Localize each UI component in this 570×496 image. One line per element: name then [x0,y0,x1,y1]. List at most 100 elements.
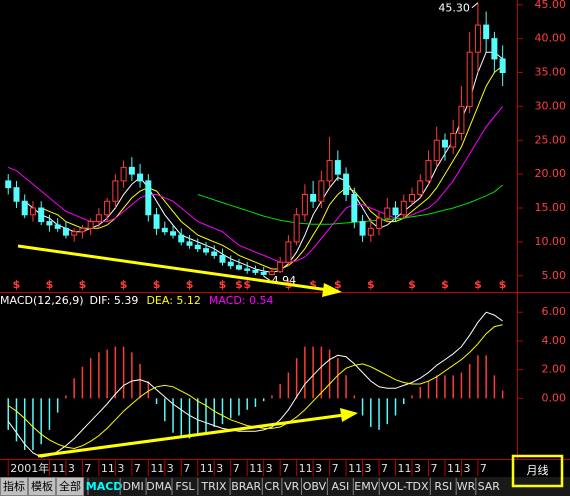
x-tick-label: 7 [430,462,437,475]
signal-marker: $ [499,278,507,291]
x-tick-label: 7 [480,462,487,475]
x-tick-label: 7 [282,462,289,475]
candle-body [112,180,119,202]
period-label[interactable]: 月线 [527,463,549,477]
frame [0,0,570,460]
tab[interactable]: OBV [303,480,327,493]
candle-body [310,193,317,202]
candle-body [186,241,193,246]
candle-body [474,24,481,53]
tab[interactable]: TRIX [200,480,227,493]
candle-body [95,214,102,223]
candle-body [137,173,144,182]
signal-marker: $ [186,278,194,291]
x-tick-label: 11 [101,462,115,475]
candle-body [376,217,383,229]
x-tick-label: 7 [332,462,339,475]
candle-body [87,221,94,229]
arrow-head [322,283,342,297]
x-tick-label: 11 [348,462,362,475]
toolbar-button[interactable]: 模板 [31,479,53,493]
tab[interactable]: DMI [123,480,144,493]
y-tick-label: 40.00 [535,32,567,45]
x-tick-label: 3 [315,462,322,475]
x-tick-label: 11 [249,462,263,475]
tab[interactable]: VOL-TDX [381,480,429,493]
candle-body [71,231,78,236]
annotation-leader [471,2,479,9]
indicator-line [7,311,503,458]
y-tick-label: 5.00 [542,269,567,282]
y-tick-label: 10.00 [535,235,567,248]
signal-marker: $ [235,278,243,291]
tab[interactable]: FSL [175,480,195,493]
candle-body [293,214,300,243]
candle-body [5,180,12,189]
tab[interactable]: ASI [331,480,349,493]
tab[interactable]: DMA [146,480,172,493]
tab[interactable]: CR [264,480,280,493]
candle-body [170,231,177,236]
candle-body [54,224,61,229]
candle-body [441,139,448,148]
y-tick-label: 0.00 [542,391,567,404]
candle-body [211,251,218,256]
arrow-head [340,408,358,422]
signal-marker: $ [334,278,342,291]
x-tick-label: 7 [381,462,388,475]
signal-marker: $ [46,278,54,291]
x-tick-label: 3 [216,462,223,475]
legend-label: MACD: 0.54 [209,294,274,307]
tab[interactable]: BRAR [231,480,261,493]
tab[interactable]: MACD [86,480,123,493]
x-tick-label: 3 [414,462,421,475]
tab[interactable]: RSI [434,480,452,493]
candle-body [433,139,440,162]
candle-body [466,51,473,107]
toolbar-button[interactable]: 指标 [3,479,25,493]
candle-body [128,166,135,175]
candle-body [153,214,160,229]
candle-body [384,207,391,219]
candle-body [219,254,226,263]
candle-body [343,173,350,195]
tab[interactable]: SAR [478,480,501,493]
candle-body [235,265,242,270]
tab[interactable]: EMV [354,480,378,493]
candle-body [252,269,259,273]
signal-marker: $ [408,278,416,291]
candle-body [145,180,152,216]
candle-body [318,180,325,202]
toolbar-button[interactable]: 全部 [59,479,81,493]
tab[interactable]: WR [457,480,476,493]
y-tick-label: 2.00 [542,363,567,376]
candle-body [400,200,407,216]
candle-body [21,200,28,216]
x-tick-label: 3 [68,462,75,475]
toolbar-background [0,477,570,496]
arrows [17,244,358,458]
x-tick-label: 3 [167,462,174,475]
signal-marker: $ [309,278,317,291]
x-tick-label: 11 [200,462,214,475]
tab[interactable]: VR [284,480,300,493]
x-tick-label: 3 [266,462,273,475]
y-tick-label: 15.00 [535,201,567,214]
legend-label: DEA: 5.12 [146,294,200,307]
x-tick-label: 11 [51,462,65,475]
x-tick-label: 7 [134,462,141,475]
y-tick-label: 25.00 [535,133,567,146]
candle-body [367,227,374,236]
candle-body [301,193,308,216]
period-box [511,454,564,488]
x-tick-label: 7 [233,462,240,475]
candle-body [491,38,498,60]
candle-body [351,193,358,223]
candle-body [79,227,86,233]
trend-arrow [37,413,345,458]
candle-body [260,271,267,275]
signal-marker: $ [120,278,128,291]
